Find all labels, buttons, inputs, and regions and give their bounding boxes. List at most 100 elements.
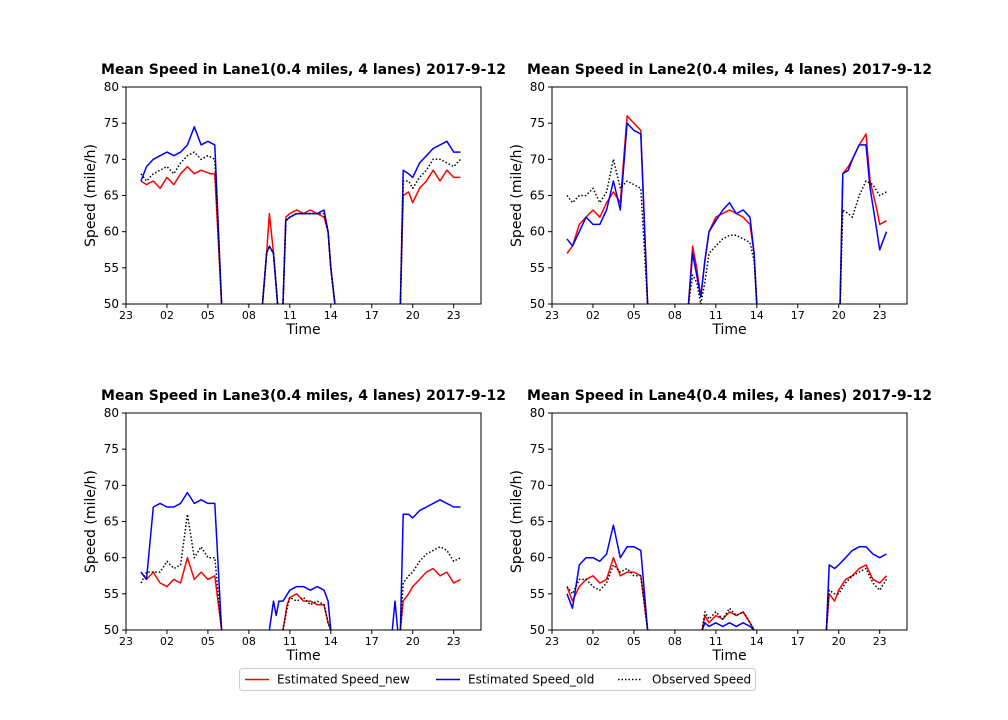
y-tick-label: 80 bbox=[104, 80, 119, 94]
y-tick-label: 55 bbox=[530, 587, 545, 601]
series-line-observed-speed-seg-0 bbox=[140, 151, 223, 304]
series-line-estimated-speed-old-seg-1 bbox=[268, 585, 332, 630]
x-axis-label: Time bbox=[711, 322, 746, 338]
series-line-observed-speed-seg-2 bbox=[839, 180, 887, 304]
y-tick-label: 50 bbox=[104, 297, 119, 311]
y-tick-label: 75 bbox=[104, 442, 119, 456]
x-tick-label: 23 bbox=[873, 635, 887, 648]
y-tick-label: 65 bbox=[530, 515, 545, 529]
x-tick-label: 17 bbox=[365, 309, 379, 322]
series-line-observed-speed-seg-0 bbox=[140, 513, 223, 630]
x-tick-label: 20 bbox=[832, 635, 846, 648]
chart-title: Mean Speed in Lane3(0.4 miles, 4 lanes) … bbox=[101, 388, 506, 404]
x-tick-label: 14 bbox=[750, 309, 764, 322]
chart-panel-2: Mean Speed in Lane2(0.4 miles, 4 lanes) … bbox=[509, 62, 932, 338]
legend-label-3: Observed Speed bbox=[652, 673, 751, 687]
y-axis-label: Speed (mile/h) bbox=[83, 144, 99, 247]
y-tick-label: 60 bbox=[104, 225, 119, 239]
series-line-estimated-speed-old-seg-1 bbox=[701, 622, 755, 630]
x-tick-label: 05 bbox=[201, 309, 215, 322]
series-line-estimated-speed-old-seg-0 bbox=[566, 524, 649, 630]
x-tick-label: 23 bbox=[873, 309, 887, 322]
series-line-estimated-speed-old-seg-0 bbox=[140, 491, 223, 630]
x-tick-label: 11 bbox=[709, 635, 723, 648]
series-line-estimated-speed-new-seg-1 bbox=[261, 212, 279, 304]
plot-frame bbox=[125, 412, 482, 631]
y-tick-label: 80 bbox=[104, 406, 119, 420]
series-line-estimated-speed-old-seg-3 bbox=[399, 140, 461, 304]
x-tick-label: 14 bbox=[324, 635, 338, 648]
y-tick-label: 70 bbox=[530, 152, 545, 166]
y-tick-label: 80 bbox=[530, 406, 545, 420]
series-line-observed-speed-seg-1 bbox=[701, 607, 755, 630]
x-tick-label: 05 bbox=[201, 635, 215, 648]
x-tick-label: 11 bbox=[283, 309, 297, 322]
x-tick-label: 02 bbox=[586, 309, 600, 322]
x-tick-label: 20 bbox=[832, 309, 846, 322]
legend-label-1: Estimated Speed_new bbox=[277, 673, 410, 687]
series-line-observed-speed-seg-0 bbox=[566, 564, 649, 630]
x-axis-label: Time bbox=[285, 648, 320, 664]
y-tick-label: 65 bbox=[530, 189, 545, 203]
x-tick-label: 23 bbox=[119, 635, 133, 648]
series-line-observed-speed-seg-2 bbox=[399, 546, 461, 630]
x-tick-label: 02 bbox=[586, 635, 600, 648]
series-line-estimated-speed-new-seg-0 bbox=[140, 165, 223, 304]
series-line-observed-speed-seg-0 bbox=[566, 158, 649, 304]
series-line-estimated-speed-old-seg-2 bbox=[839, 144, 888, 304]
series-line-estimated-speed-old-seg-2 bbox=[391, 600, 399, 630]
x-tick-label: 23 bbox=[447, 309, 461, 322]
x-tick-label: 02 bbox=[160, 635, 174, 648]
series-line-estimated-speed-new-seg-0 bbox=[566, 556, 649, 630]
y-tick-label: 70 bbox=[104, 152, 119, 166]
series-line-estimated-speed-new-seg-2 bbox=[825, 564, 888, 630]
x-tick-label: 17 bbox=[791, 309, 805, 322]
y-axis-label: Speed (mile/h) bbox=[509, 144, 525, 247]
plot-frame bbox=[125, 86, 482, 305]
y-tick-label: 75 bbox=[530, 442, 545, 456]
y-axis-label: Speed (mile/h) bbox=[83, 470, 99, 573]
x-tick-label: 23 bbox=[545, 309, 559, 322]
y-tick-label: 55 bbox=[104, 261, 119, 275]
y-tick-label: 65 bbox=[104, 515, 119, 529]
x-tick-label: 17 bbox=[791, 635, 805, 648]
series-line-observed-speed-seg-1 bbox=[282, 596, 332, 630]
x-tick-label: 08 bbox=[242, 309, 256, 322]
y-axis-label: Speed (mile/h) bbox=[509, 470, 525, 573]
y-tick-label: 75 bbox=[530, 116, 545, 130]
series-line-estimated-speed-new-seg-1 bbox=[701, 611, 755, 630]
x-tick-label: 20 bbox=[406, 309, 420, 322]
series-line-estimated-speed-old-seg-1 bbox=[687, 201, 758, 304]
chart-panel-1: Mean Speed in Lane1(0.4 miles, 4 lanes) … bbox=[83, 62, 506, 338]
y-tick-label: 55 bbox=[104, 587, 119, 601]
series-line-estimated-speed-old-seg-1 bbox=[261, 245, 279, 304]
y-tick-label: 60 bbox=[530, 551, 545, 565]
series-line-estimated-speed-new-seg-3 bbox=[399, 169, 461, 304]
x-tick-label: 23 bbox=[119, 309, 133, 322]
plot-frame bbox=[551, 86, 908, 305]
y-tick-label: 50 bbox=[104, 623, 119, 637]
series-line-estimated-speed-old-seg-0 bbox=[140, 126, 223, 304]
x-tick-label: 08 bbox=[668, 635, 682, 648]
series-line-estimated-speed-new-seg-1 bbox=[282, 593, 332, 630]
x-tick-label: 23 bbox=[447, 635, 461, 648]
x-tick-label: 05 bbox=[627, 309, 641, 322]
x-axis-label: Time bbox=[285, 322, 320, 338]
x-tick-label: 11 bbox=[709, 309, 723, 322]
series-line-estimated-speed-new-seg-2 bbox=[839, 133, 887, 304]
y-tick-label: 70 bbox=[530, 478, 545, 492]
chart-panel-4: Mean Speed in Lane4(0.4 miles, 4 lanes) … bbox=[509, 388, 932, 664]
x-tick-label: 02 bbox=[160, 309, 174, 322]
chart-title: Mean Speed in Lane4(0.4 miles, 4 lanes) … bbox=[527, 388, 932, 404]
y-tick-label: 80 bbox=[530, 80, 545, 94]
series-line-observed-speed-seg-2 bbox=[282, 212, 336, 304]
legend-box bbox=[239, 668, 756, 691]
y-tick-label: 70 bbox=[104, 478, 119, 492]
y-tick-label: 75 bbox=[104, 116, 119, 130]
series-line-observed-speed-seg-1 bbox=[687, 234, 758, 304]
chart-panel-3: Mean Speed in Lane3(0.4 miles, 4 lanes) … bbox=[83, 388, 506, 664]
x-axis-label: Time bbox=[711, 648, 746, 664]
x-tick-label: 08 bbox=[668, 309, 682, 322]
series-line-observed-speed-seg-1 bbox=[261, 245, 279, 304]
